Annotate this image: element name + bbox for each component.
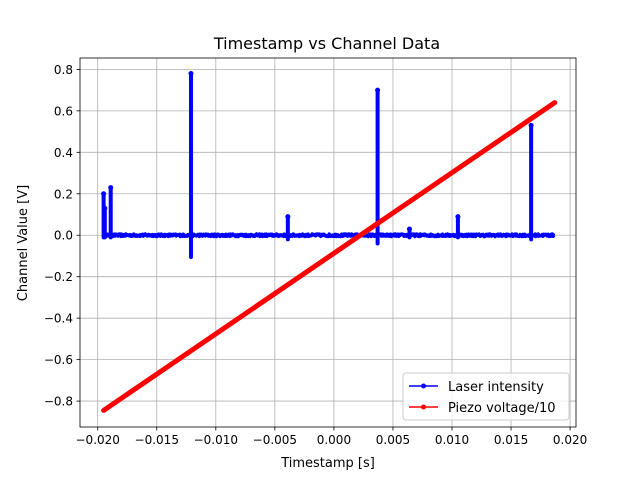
y-tick-label: 0.8	[54, 63, 73, 77]
legend-laser-marker	[421, 383, 426, 389]
y-tick-label: 0.2	[54, 187, 73, 201]
chart-title: Timestamp vs Channel Data	[213, 34, 440, 53]
legend-laser-label: Laser intensity	[448, 380, 544, 395]
laser-intensity-peak-point	[455, 214, 461, 220]
laser-intensity-peak-point	[406, 226, 412, 232]
laser-intensity-peak-point	[101, 191, 107, 197]
x-tick-label: 0.000	[317, 433, 351, 447]
legend: Laser intensity Piezo voltage/10	[402, 372, 570, 421]
legend-box	[402, 372, 570, 421]
y-tick-label: −0.4	[44, 312, 73, 326]
x-tick-label: −0.020	[76, 433, 120, 447]
y-tick-label: −0.6	[44, 353, 73, 367]
plot-data	[101, 71, 558, 413]
x-tick-label: −0.010	[194, 433, 238, 447]
x-tick-label: −0.005	[253, 433, 297, 447]
y-axis-label: Channel Value [V]	[16, 185, 31, 301]
laser-intensity-baseline	[101, 232, 556, 239]
y-tick-label: 0.0	[54, 229, 73, 243]
x-tick-label: 0.020	[553, 433, 587, 447]
laser-intensity-peak-point	[188, 71, 194, 77]
x-tick-label: −0.015	[135, 433, 179, 447]
laser-intensity-peak-point	[108, 185, 114, 191]
laser-intensity-peak-point	[375, 87, 381, 93]
legend-piezo-marker	[421, 404, 426, 410]
x-tick-label: 0.015	[494, 433, 528, 447]
piezo-voltage-line	[101, 100, 558, 413]
y-tick-label: 0.4	[54, 146, 73, 160]
x-axis-label: Timestamp [s]	[280, 456, 375, 471]
laser-intensity-peak-point	[102, 205, 108, 211]
axis-ticks: −0.020 −0.015 −0.010 −0.005 0.000 0.005 0.010 0…	[44, 63, 587, 447]
x-tick-label: 0.010	[435, 433, 469, 447]
laser-intensity-peak-point	[528, 122, 534, 128]
y-tick-label: 0.6	[54, 104, 73, 118]
laser-intensity-peak-point	[285, 214, 291, 220]
plot-frame	[79, 57, 577, 428]
legend-piezo-label: Piezo voltage/10	[448, 401, 556, 416]
x-tick-label: 0.005	[376, 433, 410, 447]
y-tick-label: −0.2	[44, 270, 73, 284]
y-tick-label: −0.8	[44, 395, 73, 409]
